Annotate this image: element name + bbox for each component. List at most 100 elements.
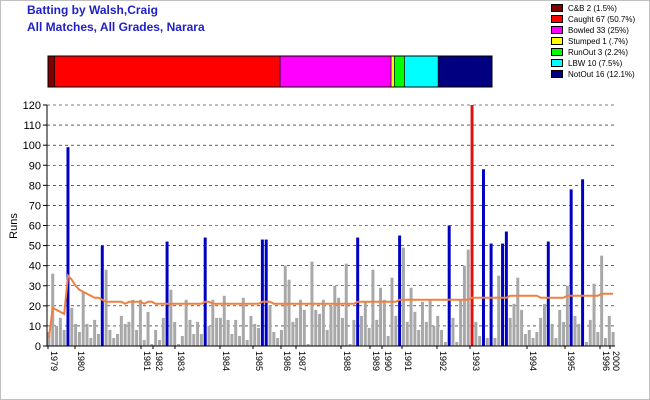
legend-swatch [551, 15, 563, 23]
innings-bar [603, 337, 607, 346]
innings-bar [295, 317, 299, 346]
innings-bar [573, 315, 577, 346]
legend-label: Bowled 33 (25%) [568, 26, 629, 35]
innings-bar [588, 319, 592, 346]
season-label: 1995 [566, 351, 576, 371]
season-label: 1980 [76, 351, 86, 371]
season-label: 1982 [154, 351, 164, 371]
innings-bar [440, 329, 444, 346]
innings-bar [611, 331, 615, 346]
innings-bar [127, 321, 131, 346]
innings-bar [150, 343, 154, 346]
innings-bar [344, 263, 348, 346]
innings-bar [539, 317, 543, 346]
not-out-bar [165, 241, 169, 346]
average-line-path [47, 273, 614, 339]
y-tick-label: 110 [23, 120, 41, 132]
innings-bar [584, 341, 588, 346]
y-tick-label: 80 [29, 180, 41, 192]
innings-bar [108, 329, 112, 346]
average-line [47, 273, 614, 339]
innings-bar [161, 317, 165, 346]
innings-bar [226, 319, 230, 346]
innings-bar [520, 309, 524, 346]
innings-bar [321, 299, 325, 346]
innings-bar [371, 269, 375, 346]
innings-bar [70, 307, 74, 346]
innings-bar [493, 337, 497, 346]
innings-bar [81, 291, 85, 346]
innings-bar [89, 337, 93, 346]
innings-bar [428, 299, 432, 346]
innings-bar [291, 321, 295, 346]
innings-bar [177, 343, 181, 346]
innings-bar [386, 335, 390, 346]
not-out-bar [447, 225, 451, 346]
innings-bar [363, 301, 367, 346]
y-tick-label: 20 [29, 301, 41, 313]
innings-bar [325, 329, 329, 346]
innings-bar [257, 327, 261, 346]
season-label: 1986 [282, 351, 292, 371]
y-tick-label: 50 [29, 241, 41, 253]
innings-bar [184, 299, 188, 346]
season-label: 1991 [403, 351, 413, 371]
y-tick-label: 70 [29, 200, 41, 212]
innings-bar [352, 319, 356, 346]
innings-bar [462, 265, 466, 346]
innings-bar [104, 269, 108, 346]
innings-bar [222, 295, 226, 346]
legend-label: LBW 10 (7.5%) [568, 59, 623, 68]
innings-bar [577, 323, 581, 346]
innings-bar [211, 299, 215, 346]
innings-bar [238, 335, 241, 346]
innings-bar [405, 321, 409, 346]
dismissal-bar-outline [47, 55, 493, 88]
innings-bar [443, 341, 447, 346]
innings-bar [329, 305, 333, 346]
innings-bar [314, 309, 318, 346]
innings-bar [535, 331, 539, 346]
season-label: 1983 [176, 351, 186, 371]
innings-bar [592, 283, 596, 346]
not-out-bar [100, 245, 104, 346]
innings-bar [123, 323, 127, 346]
innings-bar [302, 309, 306, 346]
legend-swatch [551, 4, 563, 12]
innings-bar [154, 329, 158, 346]
innings-bar [508, 317, 512, 346]
innings-bar [157, 339, 161, 346]
innings-bar [478, 335, 482, 346]
not-out-bar [264, 239, 268, 346]
innings-bar [497, 275, 501, 346]
not-out-bar [66, 147, 70, 346]
dismissal-segment [47, 55, 56, 88]
innings-bar [424, 321, 428, 346]
legend-label: C&B 2 (1.5%) [568, 4, 617, 13]
legend-swatch [551, 48, 563, 56]
dismissal-segment [54, 55, 281, 88]
season-label: 1985 [254, 351, 264, 371]
innings-bar [607, 315, 611, 346]
not-out-bar [581, 179, 585, 346]
legend-swatch [551, 37, 563, 45]
season-label: 1990 [383, 351, 393, 371]
not-out-bar [546, 241, 550, 346]
season-label: 1988 [342, 351, 352, 371]
not-out-bar [481, 169, 485, 346]
innings-bar [474, 321, 478, 346]
innings-bar [138, 299, 142, 346]
season-label: 1984 [221, 351, 231, 371]
innings-bar [318, 313, 322, 346]
innings-bar [215, 317, 219, 346]
innings-bar [218, 317, 222, 346]
innings-bar [413, 311, 417, 346]
innings-bar [283, 265, 287, 346]
innings-bar [96, 333, 100, 346]
innings-bar [279, 329, 283, 346]
innings-bar [192, 333, 196, 346]
legend-label: Caught 67 (50.7%) [568, 15, 636, 24]
innings-bar [558, 309, 562, 346]
innings-bar [234, 319, 238, 346]
season-label: 1979 [49, 351, 59, 371]
